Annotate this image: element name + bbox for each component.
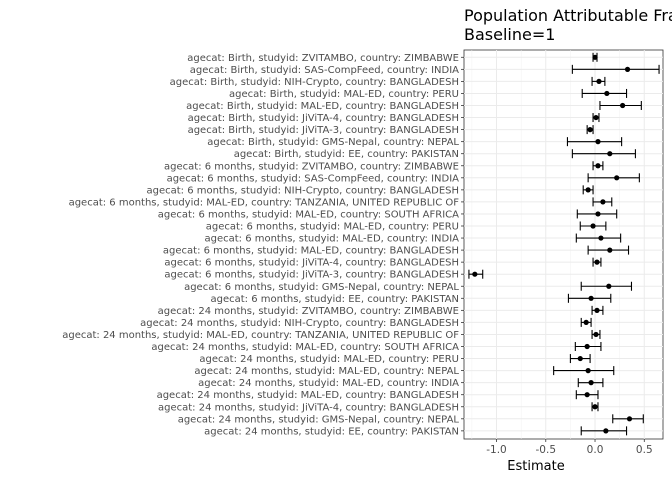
y-tick-label: agecat: 24 months, studyid: EE, country:… — [204, 426, 459, 437]
estimate-point — [598, 235, 604, 241]
estimate-point — [594, 307, 600, 313]
y-tick-label: agecat: 6 months, studyid: EE, country: … — [211, 294, 460, 305]
estimate-point — [595, 139, 601, 145]
y-tick-label: agecat: 24 months, studyid: JiViTA-4, co… — [158, 402, 459, 413]
estimate-point — [626, 416, 633, 422]
estimate-point — [577, 355, 583, 362]
plot-panel — [463, 49, 664, 440]
estimate-point — [594, 259, 600, 265]
estimate-point — [583, 319, 589, 325]
y-tick-label: agecat: Birth, studyid: NIH-Crypto, coun… — [170, 77, 459, 88]
y-tick-label: agecat: 24 months, studyid: MAL-ED, coun… — [157, 390, 459, 401]
y-tick-label: agecat: 24 months, studyid: MAL-ED, coun… — [199, 354, 459, 365]
estimate-point — [584, 343, 590, 350]
y-tick-label: agecat: Birth, studyid: SAS-CompFeed, co… — [190, 65, 459, 76]
y-tick-label: agecat: 24 months, studyid: MAL-ED, coun… — [194, 366, 459, 377]
estimate-point — [620, 102, 626, 109]
x-tick-label: -1.0 — [486, 444, 507, 456]
y-tick-label: agecat: 6 months, studyid: MAL-ED, count… — [206, 222, 459, 233]
data-marks — [468, 52, 660, 436]
estimate-point — [592, 54, 598, 60]
estimate-point — [603, 428, 609, 434]
y-tick-label: agecat: 6 months, studyid: JiViTA-3, cou… — [164, 270, 459, 281]
estimate-point — [472, 271, 478, 277]
y-tick-label: agecat: Birth, studyid: GMS-Nepal, count… — [207, 137, 459, 148]
y-tick-label: agecat: 6 months, studyid: GMS-Nepal, co… — [184, 282, 459, 293]
chart-title-line-2: Baseline=1 — [464, 25, 555, 44]
estimate-point — [585, 368, 591, 374]
estimate-point — [607, 247, 613, 253]
y-tick-label: agecat: 24 months, studyid: MAL-ED, coun… — [198, 378, 459, 389]
estimate-point — [588, 295, 594, 301]
y-tick-label: agecat: 6 months, studyid: JiViTA-4, cou… — [164, 258, 459, 269]
y-tick-label: agecat: Birth, studyid: ZVITAMBO, countr… — [187, 53, 459, 64]
estimate-point — [593, 331, 599, 338]
estimate-point — [604, 90, 610, 97]
y-tick-label: agecat: 24 months, studyid: GMS-Nepal, c… — [178, 414, 460, 425]
y-tick-label: agecat: 24 months, studyid: NIH-Crypto, … — [140, 318, 459, 329]
y-tick-label: agecat: 6 months, studyid: MAL-ED, count… — [163, 246, 459, 257]
estimate-point — [614, 175, 620, 181]
x-axis: -1.0 -0.5 0.0 0.5 — [486, 439, 653, 456]
y-tick-label: agecat: 6 months, studyid: ZVITAMBO, cou… — [164, 161, 459, 172]
y-tick-label: agecat: 24 months, studyid: MAL-ED, coun… — [62, 330, 459, 341]
x-tick-label: 0.5 — [636, 444, 653, 456]
x-axis-title: Estimate — [507, 459, 564, 474]
estimate-point — [590, 223, 596, 229]
y-axis-labels: agecat: Birth, studyid: ZVITAMBO, countr… — [62, 53, 464, 437]
estimate-point — [606, 283, 612, 289]
estimate-point — [600, 199, 606, 205]
y-tick-label: agecat: Birth, studyid: JiViTA-4, countr… — [188, 113, 459, 124]
estimate-point — [585, 187, 591, 193]
y-tick-label: agecat: 6 months, studyid: NIH-Crypto, c… — [146, 185, 459, 196]
estimate-point — [596, 78, 602, 84]
y-tick-label: agecat: 6 months, studyid: MAL-ED, count… — [204, 234, 459, 245]
estimate-point — [607, 151, 613, 157]
y-tick-label: agecat: 6 months, studyid: MAL-ED, count… — [158, 209, 459, 220]
y-tick-label: agecat: 6 months, studyid: SAS-CompFeed,… — [167, 173, 460, 184]
estimate-point — [584, 392, 590, 398]
y-tick-label: agecat: Birth, studyid: MAL-ED, country:… — [186, 101, 459, 112]
estimate-point — [587, 127, 593, 133]
y-tick-label: agecat: 24 months, studyid: ZVITAMBO, co… — [158, 306, 459, 317]
y-tick-label: agecat: Birth, studyid: MAL-ED, country:… — [229, 89, 459, 100]
estimate-point — [588, 380, 594, 386]
estimate-point — [592, 404, 598, 410]
estimate-point — [624, 66, 631, 72]
estimate-point — [593, 114, 599, 121]
y-tick-label: agecat: Birth, studyid: JiViTA-3, countr… — [188, 125, 459, 136]
estimate-point — [595, 211, 601, 217]
chart-title-line-1: Population Attributable Fra — [464, 6, 672, 25]
y-tick-label: agecat: Birth, studyid: EE, country: PAK… — [234, 149, 459, 160]
estimate-point — [595, 163, 601, 169]
y-tick-label: agecat: 6 months, studyid: MAL-ED, count… — [69, 197, 460, 208]
x-tick-label: 0.0 — [587, 444, 604, 456]
y-tick-label: agecat: 24 months, studyid: MAL-ED, coun… — [151, 342, 459, 353]
x-tick-label: -0.5 — [536, 444, 557, 456]
